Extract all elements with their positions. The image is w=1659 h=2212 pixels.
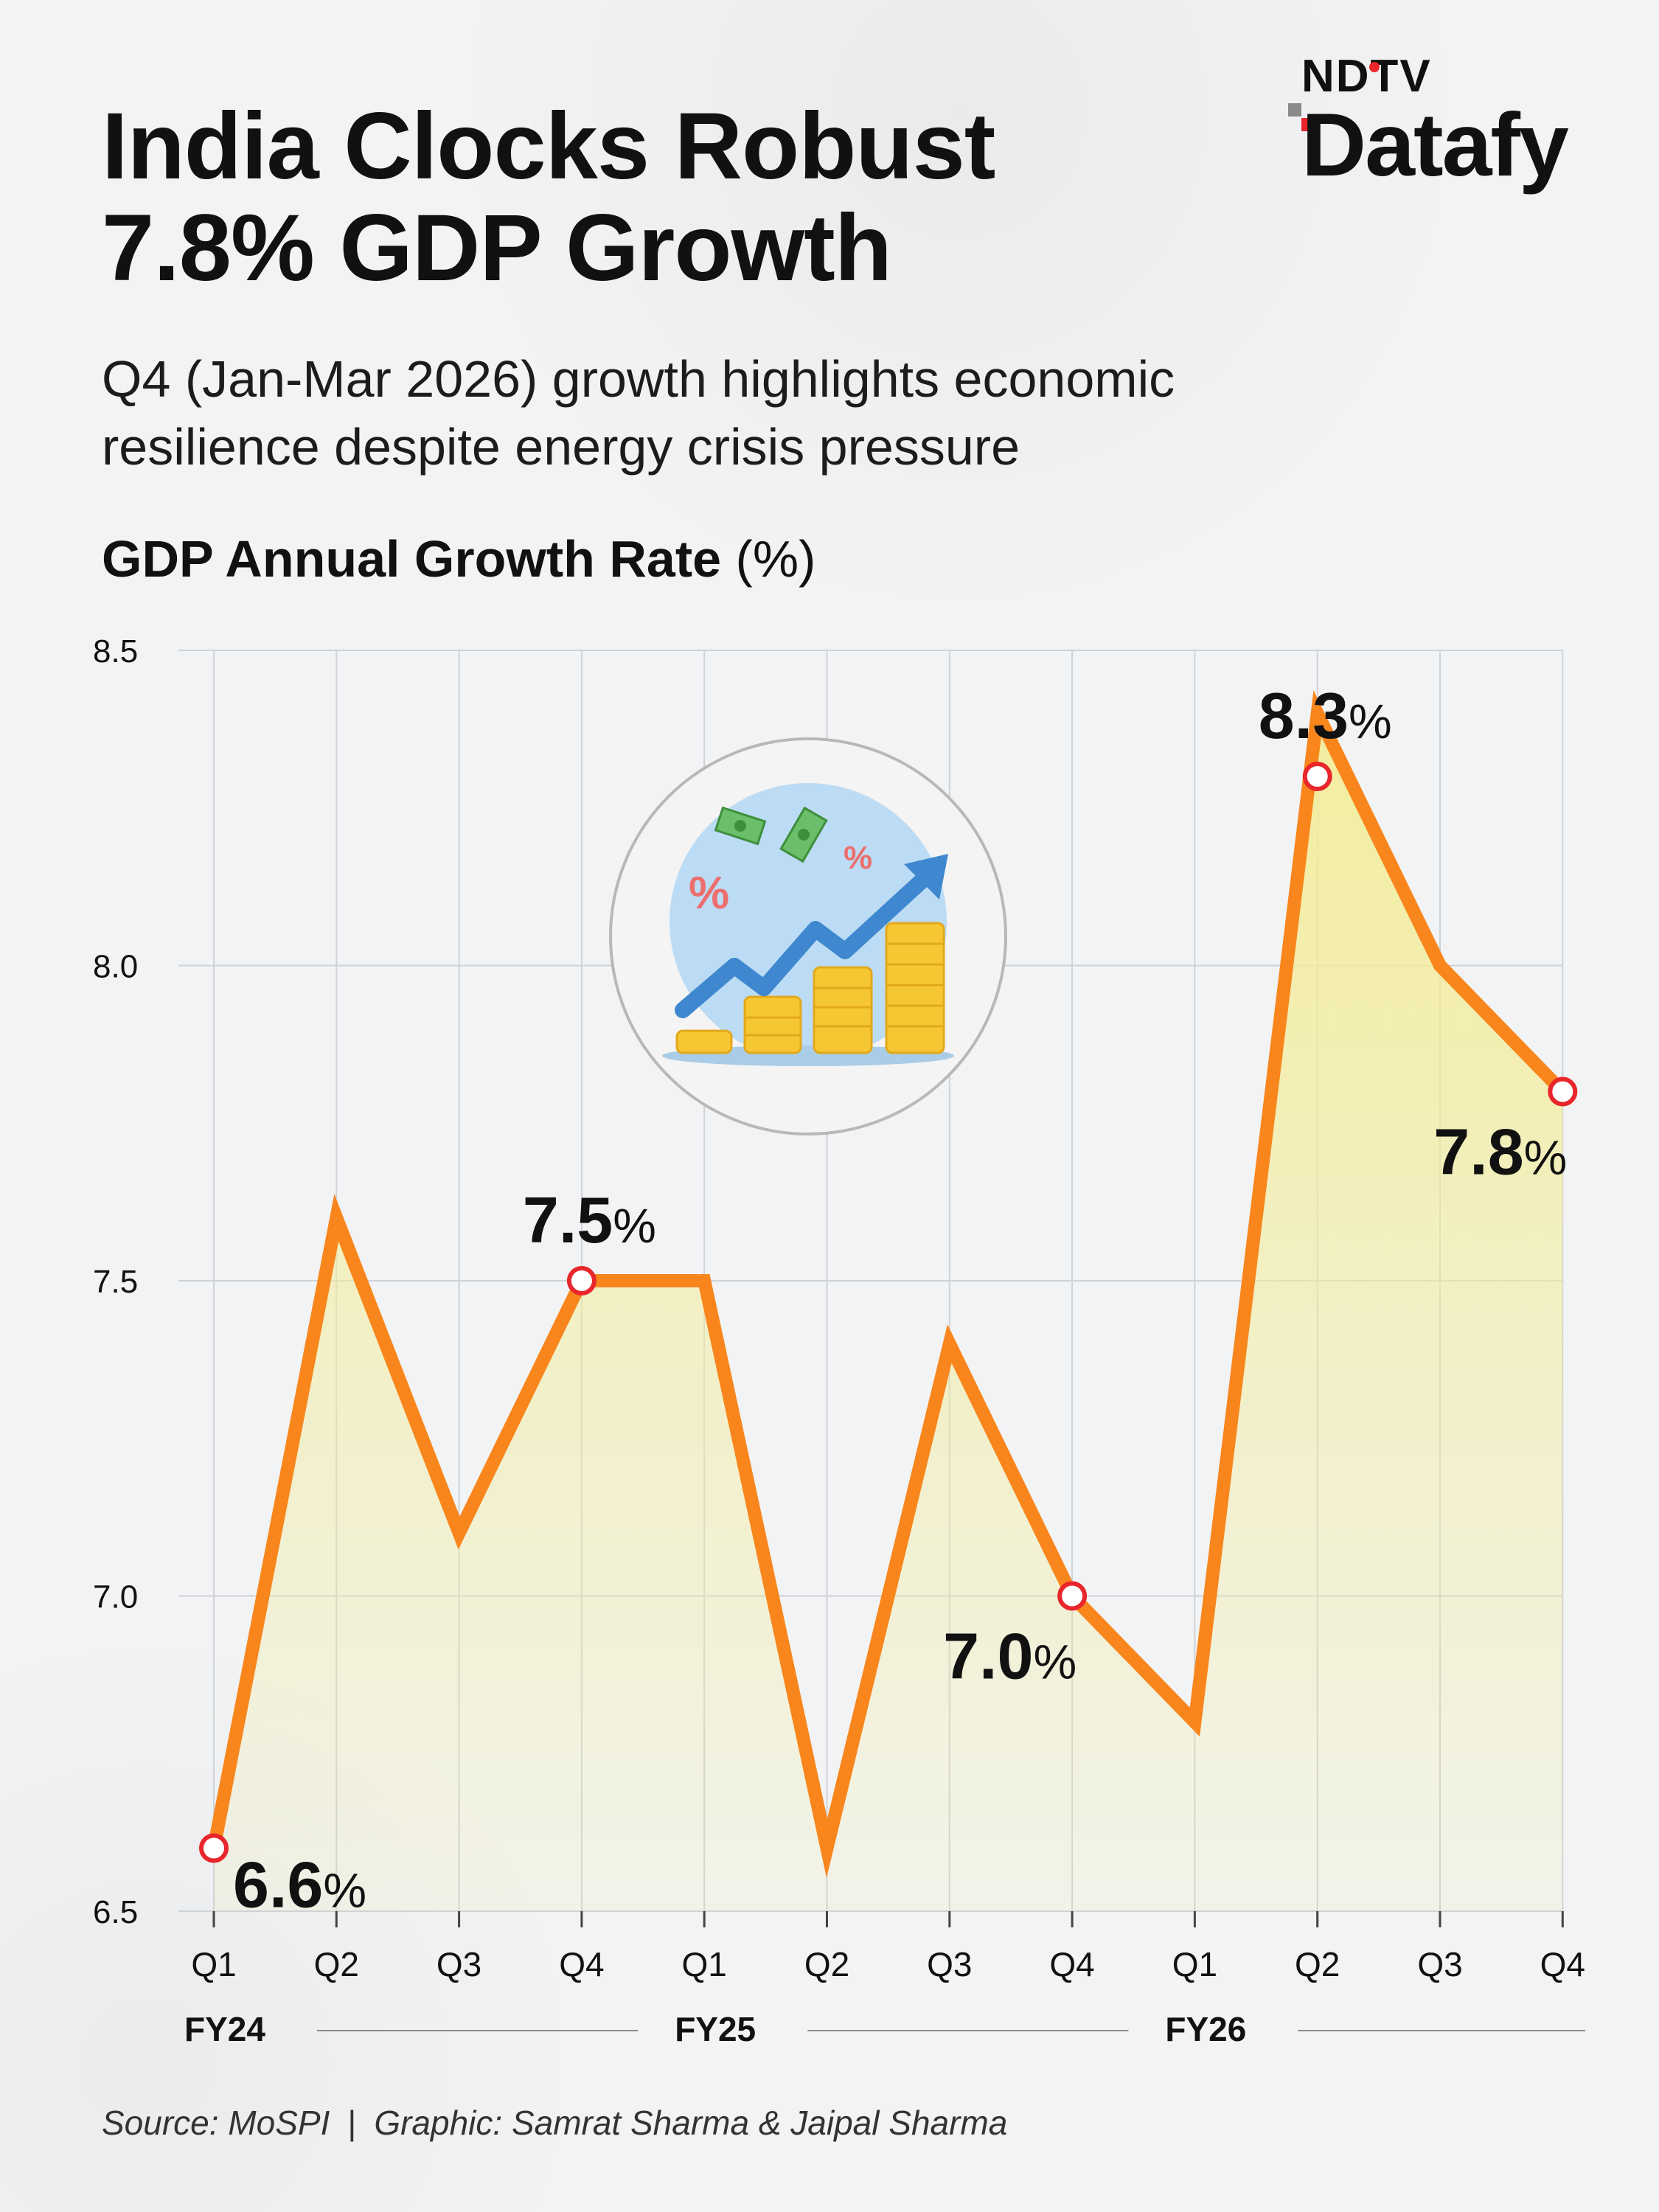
x-tick-label: Q2 [804, 1945, 849, 1983]
y-tick-label: 8.0 [93, 949, 138, 985]
data-label-value: 7.5 [523, 1183, 613, 1256]
data-label: 7.0% [943, 1620, 1077, 1693]
subtitle-line-2: resilience despite energy crisis pressur… [102, 418, 1020, 476]
chart-unit: (%) [735, 530, 816, 588]
title-line-1: India Clocks Robust [102, 94, 995, 199]
data-label-value: 6.6 [233, 1848, 323, 1921]
chart-data-labels: 6.6%7.5%7.0%8.3%7.8% [233, 679, 1567, 1921]
svg-text:%: % [689, 868, 729, 919]
x-tick-label: Q1 [682, 1945, 727, 1983]
area-fill [214, 713, 1563, 1911]
chart-area-fill [214, 713, 1563, 1911]
brand-logo: NDTV Datafy [1287, 50, 1626, 198]
series-line [207, 690, 1570, 1878]
page-title: India Clocks Robust 7.8% GDP Growth [102, 96, 1208, 299]
brand-red-square-icon [1301, 118, 1315, 131]
x-tick-label: Q4 [559, 1945, 604, 1983]
data-label: 7.5% [523, 1183, 656, 1256]
brand-logo-top: NDTV [1301, 51, 1432, 102]
x-tick-label: Q3 [1417, 1945, 1462, 1983]
fiscal-year-label: FY26 [1165, 2010, 1246, 2048]
subtitle-line-1: Q4 (Jan-Mar 2026) growth highlights econ… [102, 350, 1175, 408]
y-tick-label: 7.0 [93, 1579, 138, 1615]
data-label: 7.8% [1433, 1116, 1567, 1189]
x-tick-label: Q4 [1540, 1945, 1585, 1983]
svg-text:%: % [844, 840, 872, 876]
chart-markers [199, 762, 1578, 1863]
data-point-marker [1057, 1581, 1088, 1611]
fiscal-year-label: FY25 [675, 2010, 756, 2048]
brand-square-icon [1288, 103, 1301, 116]
data-label-unit: % [613, 1198, 656, 1253]
y-tick-label: 6.5 [93, 1894, 138, 1930]
fiscal-year-label: FY24 [184, 2010, 265, 2048]
x-tick-label: Q1 [1172, 1945, 1217, 1983]
data-label-value: 8.3 [1259, 679, 1349, 752]
data-point-marker [1548, 1077, 1578, 1107]
footer-source: Source: MoSPI [102, 2104, 330, 2142]
footer-credits: Source: MoSPI | Graphic: Samrat Sharma & J… [102, 2103, 1007, 2143]
brand-logo-bottom: Datafy [1301, 94, 1569, 195]
data-label-unit: % [323, 1863, 366, 1918]
x-tick-label: Q2 [1295, 1945, 1340, 1983]
chart-axes: 6.5 7.0 7.5 8.0 8.5 Q1 Q2 Q3 Q4 Q1 Q2 Q3 Q4 Q1 Q2 Q3 Q4 F… [93, 633, 1585, 2048]
data-point-marker [1302, 762, 1332, 791]
data-point-marker [566, 1266, 597, 1295]
x-tick-label: Q3 [437, 1945, 481, 1983]
footer-graphic: Graphic: Samrat Sharma & Jaipal Sharma [374, 2104, 1008, 2142]
data-label: 8.3% [1259, 679, 1392, 752]
x-tick-label: Q1 [191, 1945, 236, 1983]
x-tick-label: Q4 [1049, 1945, 1094, 1983]
data-label-value: 7.0 [943, 1620, 1033, 1693]
growth-chart-coins-icon: % % [609, 737, 1007, 1135]
y-tick-label: 7.5 [93, 1264, 138, 1300]
x-tick-label: Q2 [314, 1945, 359, 1983]
data-label-unit: % [1349, 694, 1392, 748]
subtitle: Q4 (Jan-Mar 2026) growth highlights econ… [102, 345, 1503, 481]
data-label-unit: % [1524, 1130, 1568, 1185]
title-line-2: 7.8% GDP Growth [102, 195, 892, 301]
data-label: 6.6% [233, 1848, 366, 1921]
chart-title: GDP Annual Growth Rate [102, 530, 722, 588]
data-label-unit: % [1033, 1635, 1077, 1689]
data-label-value: 7.8 [1433, 1116, 1523, 1189]
brand-accent-dot [1369, 62, 1380, 72]
chart-heading: GDP Annual Growth Rate (%) [102, 529, 815, 588]
footer-separator: | [347, 2104, 357, 2142]
chart-series-line [207, 690, 1570, 1878]
data-point-marker [199, 1833, 229, 1863]
x-tick-label: Q3 [927, 1945, 972, 1983]
y-tick-label: 8.5 [93, 633, 138, 669]
